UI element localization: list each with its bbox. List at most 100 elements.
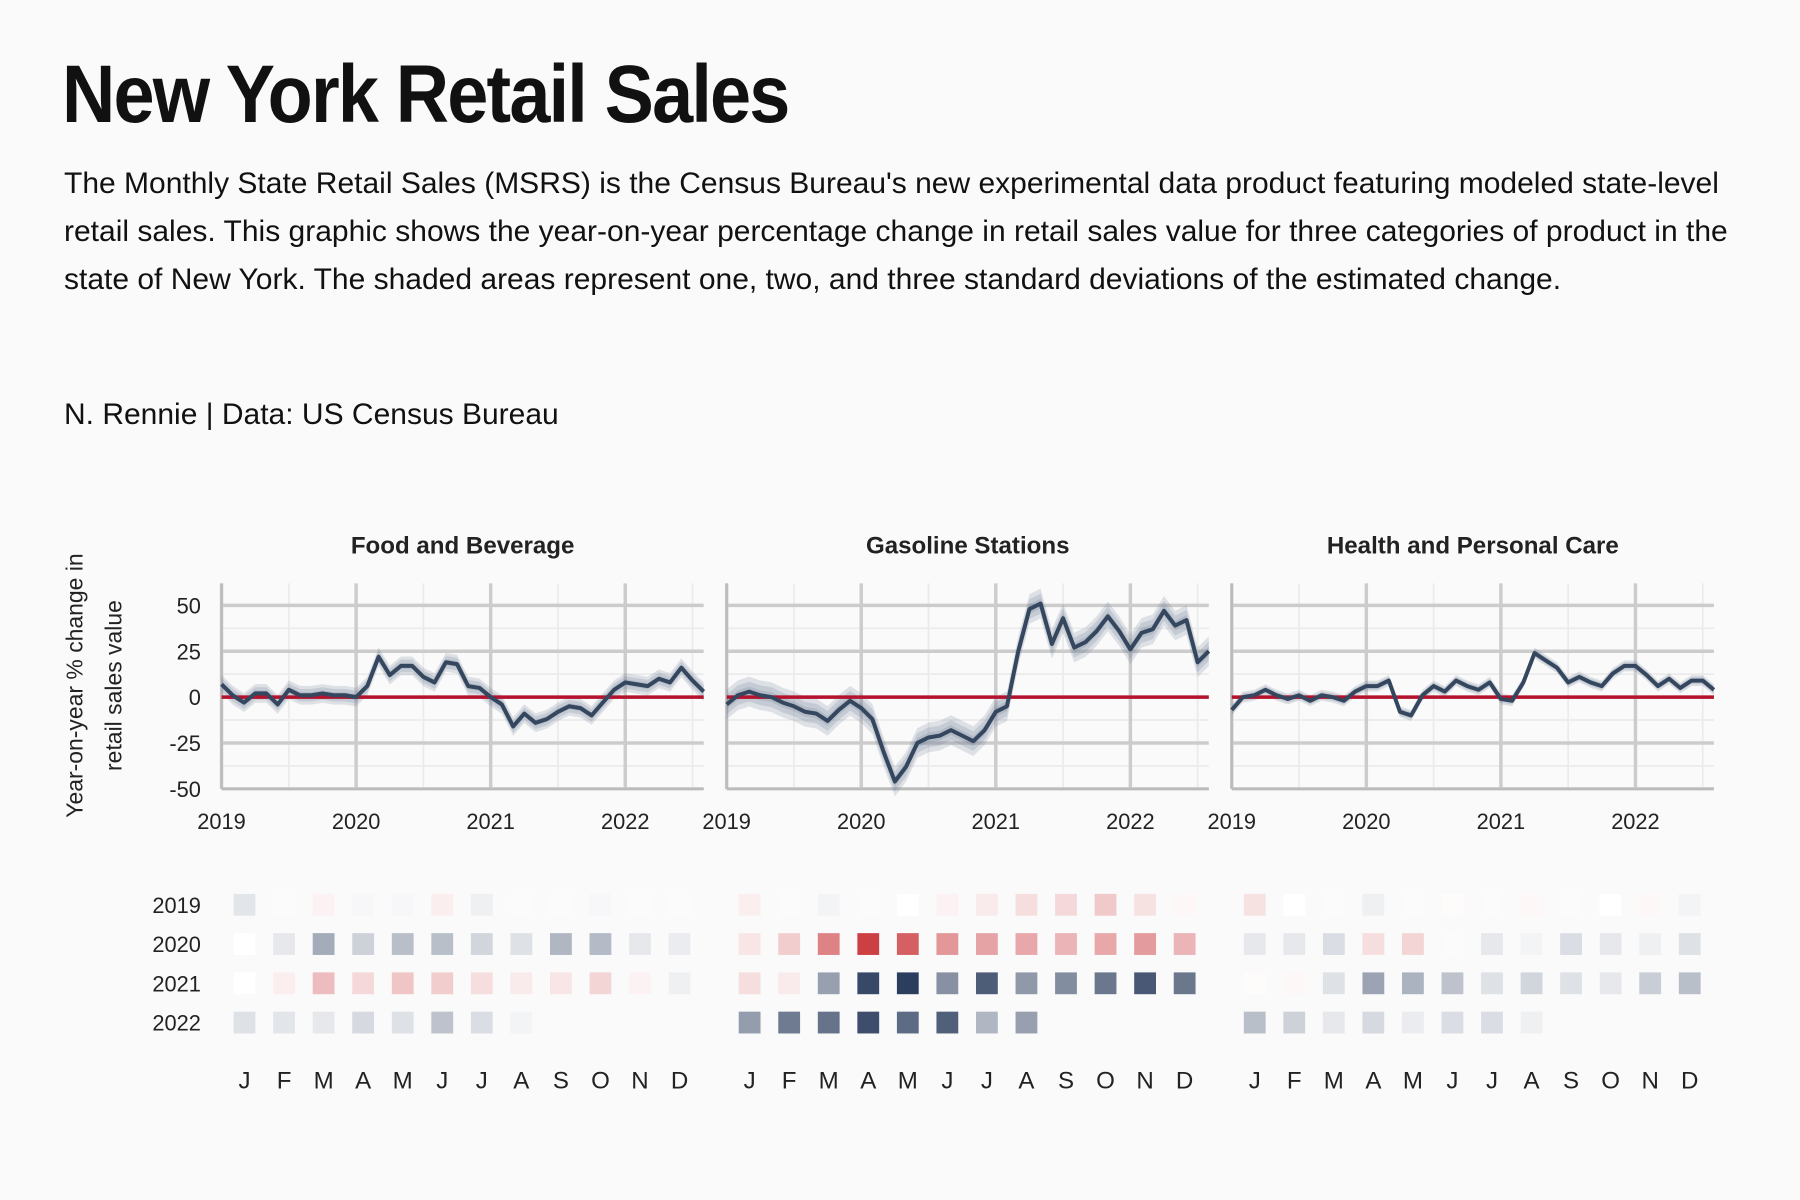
tile-background xyxy=(1481,1011,1503,1034)
heatmap-tile xyxy=(312,1011,335,1034)
tile-background xyxy=(233,1011,256,1034)
tile-background xyxy=(1520,972,1543,995)
heatmap-tile xyxy=(936,1011,959,1034)
tile-background xyxy=(1243,933,1266,955)
heatmap-tile xyxy=(936,933,959,955)
heatmap-tile xyxy=(896,972,919,995)
tile-background xyxy=(738,972,761,995)
tile-background xyxy=(1015,1011,1038,1034)
heatmap-column-label: S xyxy=(1563,1067,1579,1094)
heatmap-tile xyxy=(1639,894,1661,916)
heatmap-tile xyxy=(1639,933,1662,955)
heatmap-tile xyxy=(817,1011,840,1034)
heatmap-column-label: A xyxy=(1524,1067,1541,1094)
heatmap-tile xyxy=(1442,894,1464,916)
tile-background xyxy=(1481,933,1503,955)
heatmap-tile xyxy=(738,1011,761,1034)
heatmap-column-label: J xyxy=(238,1067,250,1094)
tile-background xyxy=(1678,933,1701,955)
heatmap-tile xyxy=(431,972,454,995)
tile-background xyxy=(1599,933,1622,955)
heatmap-tile xyxy=(273,933,295,955)
heatmap-tile xyxy=(1015,1011,1038,1034)
sd-band xyxy=(1231,649,1714,720)
x-tick-label: 2020 xyxy=(837,809,886,834)
heatmap-tile xyxy=(1402,972,1424,995)
tile-background xyxy=(391,893,414,916)
heatmap-tile xyxy=(857,972,880,995)
heatmap-column-label: M xyxy=(898,1067,918,1094)
heatmap-tile xyxy=(1481,894,1503,916)
heatmap-tile xyxy=(1678,893,1701,916)
heatmap-tile xyxy=(470,1011,493,1034)
heatmap-tile xyxy=(470,933,493,955)
heatmap-tile xyxy=(1134,933,1156,955)
data-line xyxy=(725,601,1211,784)
heatmap-tile xyxy=(1322,972,1345,995)
tile-background xyxy=(1402,1011,1424,1034)
heatmap-tile xyxy=(629,972,651,995)
heatmap-tile xyxy=(1283,1011,1306,1034)
heatmap-tile xyxy=(1322,933,1345,955)
tile-background xyxy=(817,893,840,916)
heatmap-tile xyxy=(668,933,691,955)
heatmap-column-label: A xyxy=(860,1067,877,1094)
y-tick-label: 0 xyxy=(189,685,201,710)
tile-background xyxy=(1639,972,1662,995)
heatmap-row-label: 2021 xyxy=(152,971,201,996)
heatmap-column-label: J xyxy=(941,1067,953,1094)
tile-background xyxy=(1402,972,1424,995)
heatmap-column-label: J xyxy=(436,1067,448,1094)
heatmap-column-label: J xyxy=(476,1067,488,1094)
tile-background xyxy=(1520,893,1543,916)
heatmap-tile xyxy=(1243,893,1266,916)
tile-background xyxy=(549,893,572,916)
heatmap-tile xyxy=(896,933,919,955)
heatmap-tile xyxy=(273,894,295,916)
tile-background xyxy=(936,893,959,916)
heatmap-tile xyxy=(352,894,374,916)
heatmap-tile xyxy=(312,972,335,995)
heatmap-column-label: M xyxy=(819,1067,839,1094)
tile-background xyxy=(233,893,256,916)
heatmap-tile xyxy=(1283,894,1305,916)
heatmap-tile xyxy=(391,933,414,955)
tile-background xyxy=(1481,893,1503,916)
tile-background xyxy=(738,893,761,916)
tile-background xyxy=(510,1011,533,1034)
tile-background xyxy=(1243,972,1266,995)
heatmap-tile xyxy=(1173,933,1196,955)
heatmap-tile xyxy=(431,893,454,916)
heatmap-column-label: M xyxy=(314,1067,334,1094)
heatmap-column-label: S xyxy=(1058,1067,1074,1094)
heatmap-tile xyxy=(589,972,612,995)
heatmap-column-label: J xyxy=(1249,1067,1261,1094)
tile-background xyxy=(431,893,454,916)
tile-background xyxy=(391,933,414,955)
heatmap-tile xyxy=(1362,933,1385,955)
tile-background xyxy=(1362,933,1385,955)
tile-background xyxy=(589,893,612,916)
heatmap-tile xyxy=(1283,972,1305,994)
heatmap-tile xyxy=(738,933,761,955)
tile-background xyxy=(352,893,375,916)
tile-background xyxy=(668,933,691,955)
heatmap-tile xyxy=(233,1011,256,1034)
tile-background xyxy=(352,972,375,995)
tile-background xyxy=(936,933,959,955)
heatmap-tile xyxy=(273,972,295,995)
tile-background xyxy=(312,893,335,916)
tile-background xyxy=(233,933,256,955)
heatmap-tile xyxy=(738,972,761,995)
heatmap-tile xyxy=(936,893,959,916)
tile-background xyxy=(1134,933,1156,955)
tile-background xyxy=(1441,933,1464,955)
heatmap-tile xyxy=(1678,972,1701,995)
heatmap-tile xyxy=(233,893,256,916)
tile-background xyxy=(668,972,691,995)
tile-background xyxy=(470,933,493,955)
heatmap-tile xyxy=(936,972,959,995)
tile-background xyxy=(431,933,454,955)
